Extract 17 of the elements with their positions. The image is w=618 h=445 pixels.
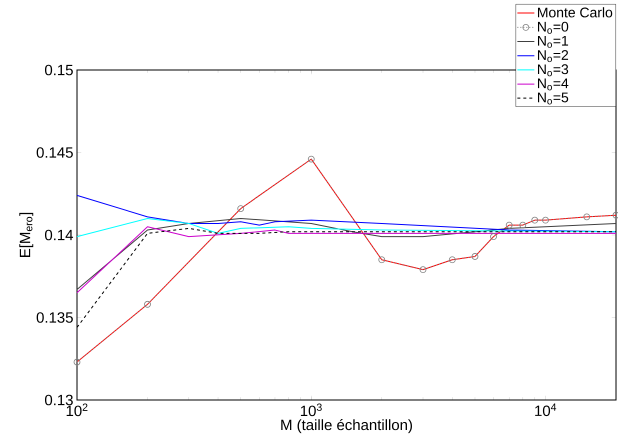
x-axis-title: M (taille échantillon) xyxy=(281,419,412,434)
x-tick-label: 10$^{4}$ xyxy=(535,404,556,416)
legend-label: N$_{o}$=5 xyxy=(538,92,568,104)
legend-label: N$_{o}$=3 xyxy=(538,64,568,76)
legend-label: N$_{o}$=0 xyxy=(538,22,568,34)
y-tick-label: 0.13 xyxy=(44,394,73,406)
legend-label: Monte Carlo xyxy=(538,7,612,18)
legend-label: N$_{o}$=2 xyxy=(538,50,568,62)
legend-label: N$_{o}$=1 xyxy=(538,36,568,48)
y-tick-label: 0.15 xyxy=(44,64,73,76)
y-tick-label: 0.14 xyxy=(44,230,74,240)
x-tick-label: 10$^{3}$ xyxy=(300,404,322,416)
y-tick-label: 0.135 xyxy=(36,312,73,323)
legend-label: N$_{o}$=4 xyxy=(538,78,568,90)
x-tick-label: 10$^{2}$ xyxy=(66,404,88,416)
y-tick-label: 0.145 xyxy=(36,147,73,158)
y-axis-title: E[M$_{ero}$] xyxy=(19,212,34,257)
